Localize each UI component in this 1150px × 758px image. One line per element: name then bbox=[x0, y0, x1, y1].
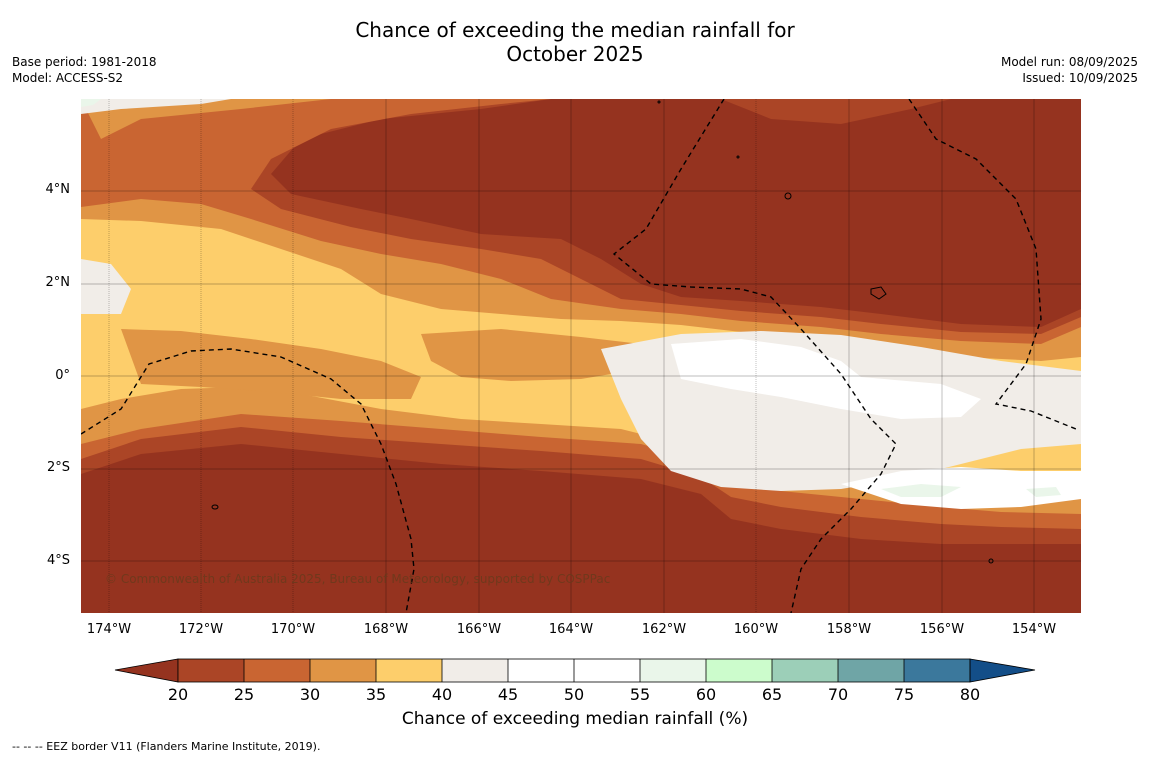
graticule bbox=[81, 99, 1081, 613]
lon-label-168w: 168°W bbox=[363, 622, 409, 637]
colorbar-tick-20: 20 bbox=[167, 685, 189, 704]
colorbar bbox=[114, 658, 1036, 683]
lon-label-158w: 158°W bbox=[826, 622, 872, 637]
lon-label-164w: 164°W bbox=[548, 622, 594, 637]
colorbar-tick-65: 65 bbox=[761, 685, 783, 704]
colorbar-tick-25: 25 bbox=[233, 685, 255, 704]
lon-label-156w: 156°W bbox=[919, 622, 965, 637]
meta-left: Base period: 1981-2018 Model: ACCESS-S2 bbox=[12, 54, 157, 86]
lat-label-0: 0° bbox=[55, 368, 70, 383]
lon-label-154w: 154°W bbox=[1011, 622, 1057, 637]
lon-label-162w: 162°W bbox=[641, 622, 687, 637]
lat-label-2s: 2°S bbox=[46, 460, 70, 475]
colorbar-tick-30: 30 bbox=[299, 685, 321, 704]
lat-label-4s: 4°S bbox=[46, 553, 70, 568]
model-run: Model run: 08/09/2025 bbox=[1000, 55, 1138, 69]
lat-label-4n: 4°N bbox=[45, 182, 71, 197]
colorbar-tick-45: 45 bbox=[497, 685, 519, 704]
colorbar-seg-75-80 bbox=[904, 659, 970, 682]
colorbar-tick-55: 55 bbox=[629, 685, 651, 704]
band-30-35-inner bbox=[121, 329, 641, 399]
lon-label-174w: 174°W bbox=[86, 622, 132, 637]
lat-label-2n: 2°N bbox=[45, 275, 71, 290]
eez-borders bbox=[81, 99, 1077, 613]
colorbar-seg-60-65 bbox=[706, 659, 772, 682]
colorbar-seg-30-35 bbox=[310, 659, 376, 682]
map-title: Chance of exceeding the median rainfall … bbox=[0, 18, 1150, 66]
colorbar-seg-20-25 bbox=[178, 659, 244, 682]
colorbar-tick-70: 70 bbox=[827, 685, 849, 704]
colorbar-seg-35-40 bbox=[376, 659, 442, 682]
lon-label-166w: 166°W bbox=[456, 622, 502, 637]
islands bbox=[211, 100, 994, 564]
colorbar-seg-65-70 bbox=[772, 659, 838, 682]
colorbar-tick-35: 35 bbox=[365, 685, 387, 704]
colorbar-tick-80: 80 bbox=[959, 685, 981, 704]
colorbar-title: Chance of exceeding median rainfall (%) bbox=[401, 709, 749, 729]
lon-label-160w: 160°W bbox=[733, 622, 779, 637]
copyright-notice: © Commonwealth of Australia 2025, Bureau… bbox=[105, 572, 611, 586]
colorbar-tick-40: 40 bbox=[431, 685, 453, 704]
colorbar-seg-50-55 bbox=[574, 659, 640, 682]
issued-date: Issued: 10/09/2025 bbox=[1022, 71, 1138, 85]
colorbar-extend-low bbox=[114, 658, 179, 683]
colorbar-extend-high bbox=[969, 658, 1036, 683]
colorbar-seg-45-50 bbox=[508, 659, 574, 682]
model-name: Model: ACCESS-S2 bbox=[12, 71, 124, 85]
lon-label-170w: 170°W bbox=[270, 622, 316, 637]
base-period: Base period: 1981-2018 bbox=[12, 55, 157, 69]
colorbar-seg-40-45 bbox=[442, 659, 508, 682]
colorbar-tick-75: 75 bbox=[893, 685, 915, 704]
lon-label-172w: 172°W bbox=[178, 622, 224, 637]
rainfall-map bbox=[81, 99, 1081, 613]
meta-right: Model run: 08/09/2025 Issued: 10/09/2025 bbox=[1001, 54, 1138, 86]
title-line-1: Chance of exceeding the median rainfall … bbox=[355, 18, 795, 42]
band-45-55 bbox=[671, 339, 1081, 509]
colorbar-seg-55-60 bbox=[640, 659, 706, 682]
colorbar-seg-25-30 bbox=[244, 659, 310, 682]
eez-footnote: -- -- -- EEZ border V11 (Flanders Marine… bbox=[12, 740, 321, 753]
colorbar-seg-70-75 bbox=[838, 659, 904, 682]
title-line-2: October 2025 bbox=[506, 42, 644, 66]
colorbar-tick-60: 60 bbox=[695, 685, 717, 704]
colorbar-tick-50: 50 bbox=[563, 685, 585, 704]
